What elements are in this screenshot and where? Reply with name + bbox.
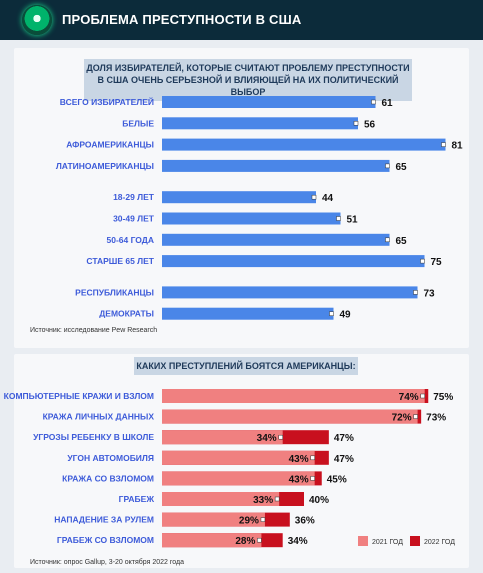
bar-voters — [162, 138, 446, 151]
legend-label-2021: 2021 ГОД — [372, 539, 403, 546]
bar-2021-marker — [310, 476, 315, 481]
chart1-source: Источник: исследование Pew Research — [30, 327, 158, 334]
bar-end-marker — [371, 99, 376, 105]
data-label-2021: 74% — [399, 392, 419, 403]
bar-2021-marker — [278, 434, 283, 440]
bar-2021-marker — [420, 393, 425, 399]
bar-voters — [162, 212, 341, 225]
bar-2021 — [162, 512, 265, 527]
bar-end-marker — [420, 258, 425, 264]
category-label: 50-64 ГОДА — [106, 235, 154, 245]
data-label: 65 — [396, 162, 408, 173]
bar-2021-marker — [260, 517, 266, 522]
category-label: ЛАТИНОАМЕРИКАНЦЫ — [56, 161, 154, 171]
logo-icon — [22, 5, 52, 35]
data-label: 51 — [347, 215, 359, 226]
category-label: УГРОЗЫ РЕБЕНКУ В ШКОЛЕ — [33, 432, 154, 442]
category-label: АФРОАМЕРИКАНЦЫ — [66, 140, 154, 150]
data-label-2021: 29% — [239, 516, 259, 527]
data-label-2022: 75% — [433, 392, 453, 403]
bar-voters — [162, 96, 376, 108]
data-label-2022: 40% — [309, 495, 329, 506]
bar-voters — [162, 159, 390, 172]
data-label: 65 — [396, 236, 408, 247]
chart2-title: КАКИХ ПРЕСТУПЛЕНИЙ БОЯТСЯ АМЕРИКАНЦЫ: — [134, 357, 358, 375]
category-label: БЕЛЫЕ — [122, 118, 154, 128]
data-label-2021: 72% — [392, 413, 412, 424]
page-title: ПРОБЛЕМА ПРЕСТУПНОСТИ В США — [62, 12, 302, 27]
category-label: КОМПЬЮТЕРНЫЕ КРАЖИ И ВЗЛОМ — [4, 391, 154, 401]
bar-voters — [162, 307, 334, 320]
bar-end-marker — [385, 163, 390, 169]
bar-end-marker — [329, 311, 334, 316]
data-label: 81 — [452, 141, 464, 152]
bar-end-marker — [336, 216, 341, 221]
data-label-2022: 34% — [288, 536, 308, 547]
category-label: РЕСПУБЛИКАНЦЫ — [75, 287, 154, 297]
data-label: 56 — [364, 119, 376, 130]
bar-2021-marker — [413, 414, 418, 419]
data-label-2021: 28% — [235, 536, 255, 547]
bar-2021 — [162, 533, 262, 548]
bar-end-marker — [385, 237, 390, 243]
category-label: ГРАБЕЖ — [119, 494, 155, 504]
bar-2021 — [162, 430, 283, 445]
bar-voters — [162, 117, 358, 130]
bar-end-marker — [353, 121, 359, 126]
category-label: КРАЖА СО ВЗЛОМОМ — [62, 473, 154, 483]
bar-end-marker — [311, 194, 317, 200]
bar-voters — [162, 255, 425, 268]
header-bar: ПРОБЛЕМА ПРЕСТУПНОСТИ В США — [0, 0, 483, 40]
legend-label-2022: 2022 ГОД — [424, 539, 455, 546]
data-label-2022: 73% — [426, 413, 446, 424]
chart2-source: Источник: опрос Gallup, 3-20 октября 202… — [30, 559, 184, 566]
category-label: ДЕМОКРАТЫ — [99, 309, 154, 319]
data-label: 75 — [431, 257, 443, 268]
data-label-2021: 43% — [289, 474, 309, 485]
category-label: СТАРШЕ 65 ЛЕТ — [86, 256, 154, 266]
bar-2021 — [162, 389, 425, 403]
data-label-2022: 47% — [334, 454, 354, 465]
category-label: ВСЕГО ИЗБИРАТЕЛЕЙ — [60, 96, 154, 107]
category-label: 30-49 ЛЕТ — [113, 214, 155, 224]
bar-2021-marker — [257, 537, 262, 543]
bar-end-marker — [413, 290, 418, 295]
category-label: УГОН АВТОМОБИЛЯ — [67, 453, 154, 463]
bar-2021-marker — [310, 455, 315, 461]
bar-voters — [162, 191, 316, 204]
bar-voters — [162, 286, 418, 299]
category-label: ГРАБЕЖ СО ВЗЛОМОМ — [57, 535, 154, 545]
data-label-2021: 34% — [257, 433, 277, 444]
bar-voters — [162, 233, 390, 246]
bar-2021-marker — [274, 496, 280, 502]
chart1-title: ДОЛЯ ИЗБИРАТЕЛЕЙ, КОТОРЫЕ СЧИТАЮТ ПРОБЛЕ… — [84, 59, 412, 101]
data-label: 61 — [382, 98, 394, 109]
legend-swatch-2021 — [358, 536, 368, 546]
bar-2021 — [162, 492, 280, 506]
category-label: КРАЖА ЛИЧНЫХ ДАННЫХ — [43, 412, 155, 422]
bar-2021 — [162, 409, 418, 424]
data-label-2021: 33% — [253, 495, 273, 506]
category-label: 18-29 ЛЕТ — [113, 192, 155, 202]
bar-end-marker — [441, 142, 446, 147]
bar-2021 — [162, 450, 315, 465]
data-label: 49 — [340, 310, 352, 321]
data-label-2022: 36% — [295, 516, 315, 527]
legend-swatch-2022 — [410, 536, 420, 546]
bar-2021 — [162, 471, 315, 486]
data-label: 44 — [322, 193, 334, 204]
data-label-2022: 47% — [334, 433, 354, 444]
data-label-2022: 45% — [327, 474, 347, 485]
data-label-2021: 43% — [289, 454, 309, 465]
category-label: НАПАДЕНИЕ ЗА РУЛЕМ — [54, 515, 154, 525]
data-label: 73 — [424, 288, 436, 299]
